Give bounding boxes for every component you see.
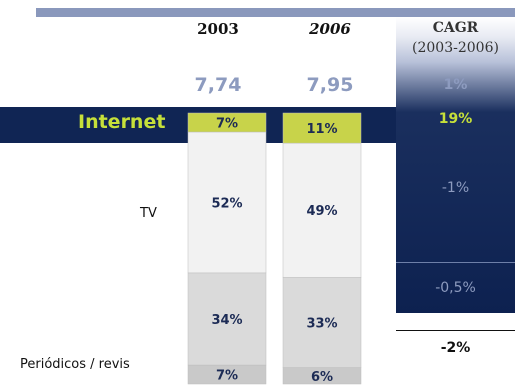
bar-segment-2006-3 <box>282 112 362 144</box>
bar-segment-2003-2 <box>187 131 267 274</box>
bar-label-2003-0: 7% <box>216 369 238 384</box>
bar-segment-2003-1 <box>187 272 267 366</box>
cagr-middle: -0,5% <box>435 280 476 296</box>
bar-segment-2003-3 <box>187 112 267 133</box>
header-bar <box>36 8 515 17</box>
bar-label-2006-0: 6% <box>311 370 333 385</box>
cagr-periodicos: -2% <box>440 340 471 356</box>
bar-label-2003-1: 34% <box>211 313 242 328</box>
cagr-separator <box>396 262 515 263</box>
bar-label-2003-3: 7% <box>216 116 238 131</box>
bar-label-2003-2: 52% <box>211 196 242 211</box>
label-periodicos: Periódicos / revis <box>20 357 130 372</box>
label-tv: TV <box>140 206 157 221</box>
total-2006: 7,95 <box>306 74 354 96</box>
total-2003: 7,74 <box>194 74 242 96</box>
year-2003: 2003 <box>197 20 239 38</box>
bar-segment-2006-2 <box>282 142 362 278</box>
bar-segment-2006-1 <box>282 276 362 368</box>
cagr-tv: -1% <box>441 180 470 196</box>
cagr-title: CAGR <box>432 20 479 36</box>
bar-label-2006-3: 11% <box>306 122 337 137</box>
cagr-internet: 19% <box>438 111 473 127</box>
label-internet: Internet <box>78 111 166 133</box>
cagr-panel <box>396 17 515 313</box>
cagr-total: 1% <box>443 77 468 93</box>
year-2006: 2006 <box>309 20 351 38</box>
cagr-period: (2003-2006) <box>412 40 499 56</box>
bar-label-2006-2: 49% <box>306 204 337 219</box>
bar-label-2006-1: 33% <box>306 316 337 331</box>
cagr-separator-bottom <box>396 330 515 331</box>
